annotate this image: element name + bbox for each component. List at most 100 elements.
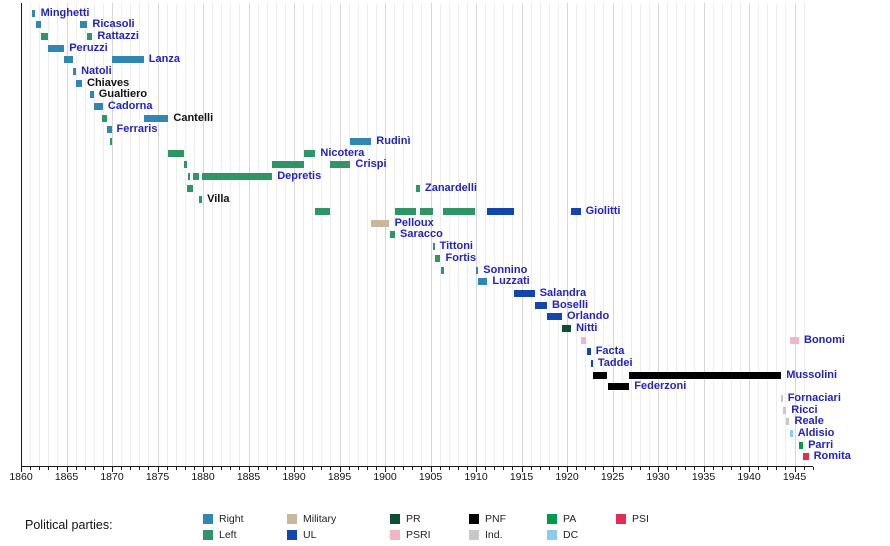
- name-label-pelloux[interactable]: Pelloux: [394, 216, 434, 229]
- minor-tick-1926: [621, 467, 623, 470]
- gridline-1938: [730, 3, 732, 466]
- gridline-1913: [503, 3, 505, 466]
- minor-tick-1866: [75, 467, 77, 470]
- name-label-depretis[interactable]: Depretis: [277, 170, 322, 182]
- bar-chiaves-0: [76, 79, 82, 87]
- legend-swatch-ind: [469, 530, 479, 540]
- gridline-1946: [803, 3, 805, 466]
- minor-tick-1916: [530, 467, 532, 470]
- minor-tick-1887: [266, 467, 268, 470]
- name-label-aldisio[interactable]: Aldisio: [797, 427, 835, 439]
- name-label-bonomi[interactable]: Bonomi: [804, 333, 845, 346]
- x-axis-label-1915: 1915: [509, 471, 534, 483]
- bar-nicotera-0: [168, 149, 185, 157]
- minor-tick-1878: [184, 467, 186, 470]
- name-label-lanza[interactable]: Lanza: [148, 53, 180, 66]
- gridline-1911: [485, 3, 487, 466]
- gridline-1904: [421, 3, 423, 466]
- name-label-natoli[interactable]: Natoli: [81, 64, 112, 77]
- name-label-ricci[interactable]: Ricci: [791, 403, 818, 416]
- legend-swatch-pa: [547, 514, 557, 524]
- gridline-1905: [430, 3, 432, 466]
- name-label-rattazzi[interactable]: Rattazzi: [97, 29, 139, 42]
- name-label-federzoni[interactable]: Federzoni: [634, 380, 687, 393]
- legend-swatch-pnf: [469, 514, 479, 524]
- gridline-1931: [667, 3, 669, 466]
- name-label-romita[interactable]: Romita: [813, 450, 851, 463]
- name-label-fornaciari[interactable]: Fornaciari: [787, 391, 841, 404]
- name-label-orlando[interactable]: Orlando: [567, 310, 610, 323]
- bar-zanardelli-1: [416, 184, 420, 192]
- minor-tick-1924: [603, 467, 605, 470]
- minor-tick-1886: [257, 467, 259, 470]
- name-label-facta[interactable]: Facta: [595, 345, 625, 358]
- name-label-saracco[interactable]: Saracco: [400, 228, 443, 241]
- bar-depretis-1: [193, 173, 199, 180]
- gridline-1875: [157, 3, 159, 466]
- name-label-sonnino[interactable]: Sonnino: [483, 263, 528, 276]
- gridline-1900: [385, 3, 386, 466]
- minor-tick-1871: [121, 467, 123, 470]
- name-label-ricasoli[interactable]: Ricasoli: [92, 18, 135, 31]
- bar-tittoni-0: [432, 243, 435, 251]
- bar-parri-0: [799, 441, 804, 449]
- name-label-rudini[interactable]: Rudinì: [376, 135, 411, 147]
- name-label-gualtiero: Gualtiero: [98, 88, 148, 101]
- legend-label-left: Left: [219, 529, 237, 541]
- minor-tick-1929: [648, 467, 650, 470]
- name-label-reale[interactable]: Reale: [794, 415, 824, 428]
- bar-zanardelli-0: [187, 184, 194, 192]
- name-label-salandra[interactable]: Salandra: [539, 286, 587, 299]
- bar-bonomi-0: [580, 336, 587, 344]
- bar-mussolini-0: [592, 371, 608, 379]
- name-label-nitti[interactable]: Nitti: [576, 321, 598, 334]
- name-label-boselli[interactable]: Boselli: [552, 298, 589, 311]
- gridline-1902: [403, 3, 405, 466]
- minor-tick-1884: [239, 467, 241, 470]
- minor-tick-1862: [39, 467, 41, 470]
- name-label-minghetti[interactable]: Minghetti: [40, 6, 90, 19]
- gridline-1916: [530, 3, 532, 466]
- gridline-1943: [776, 3, 778, 466]
- minor-tick-1874: [148, 467, 150, 470]
- gridline-1924: [603, 3, 605, 466]
- major-tick-1905: [430, 467, 432, 472]
- name-label-mussolini[interactable]: Mussolini: [786, 368, 838, 381]
- name-label-taddei[interactable]: Taddei: [597, 356, 633, 369]
- minor-tick-1906: [439, 467, 441, 470]
- bar-nicotera-1: [304, 149, 316, 157]
- name-label-parri[interactable]: Parri: [808, 438, 834, 451]
- major-tick-1920: [567, 467, 568, 472]
- name-label-crispi[interactable]: Crispi: [355, 158, 387, 171]
- x-axis-label-1900: 1900: [373, 471, 397, 483]
- major-tick-1865: [66, 467, 68, 472]
- name-label-tittoni[interactable]: Tittoni: [439, 240, 473, 253]
- minor-tick-1894: [330, 467, 332, 470]
- gridline-1944: [785, 3, 787, 466]
- x-axis-label-1925: 1925: [600, 471, 625, 483]
- minor-tick-1881: [212, 467, 214, 470]
- gridline-1880: [203, 3, 204, 466]
- name-label-nicotera[interactable]: Nicotera: [320, 146, 365, 159]
- major-tick-1860: [21, 467, 22, 472]
- gridline-1940: [749, 3, 750, 466]
- name-label-ferraris[interactable]: Ferraris: [116, 123, 158, 136]
- minor-tick-1941: [758, 467, 760, 470]
- bar-luzzati-0: [478, 278, 488, 286]
- name-label-cadorna[interactable]: Cadorna: [107, 99, 153, 112]
- name-label-giolitti[interactable]: Giolitti: [585, 205, 621, 218]
- x-axis-label-1885: 1885: [236, 471, 261, 483]
- gridline-1861: [30, 3, 32, 466]
- name-label-fortis[interactable]: Fortis: [445, 251, 477, 264]
- minor-tick-1921: [576, 467, 578, 470]
- minor-tick-1922: [585, 467, 587, 470]
- name-label-zanardelli[interactable]: Zanardelli: [425, 181, 477, 194]
- minor-tick-1896: [348, 467, 350, 470]
- legend-swatch-left: [203, 530, 213, 540]
- gridline-1936: [712, 3, 714, 466]
- legend-label-psri: PSRI: [406, 529, 431, 541]
- name-label-peruzzi[interactable]: Peruzzi: [69, 41, 108, 54]
- major-tick-1895: [339, 467, 341, 472]
- name-label-luzzati[interactable]: Luzzati: [492, 275, 530, 288]
- gridline-1941: [758, 3, 760, 466]
